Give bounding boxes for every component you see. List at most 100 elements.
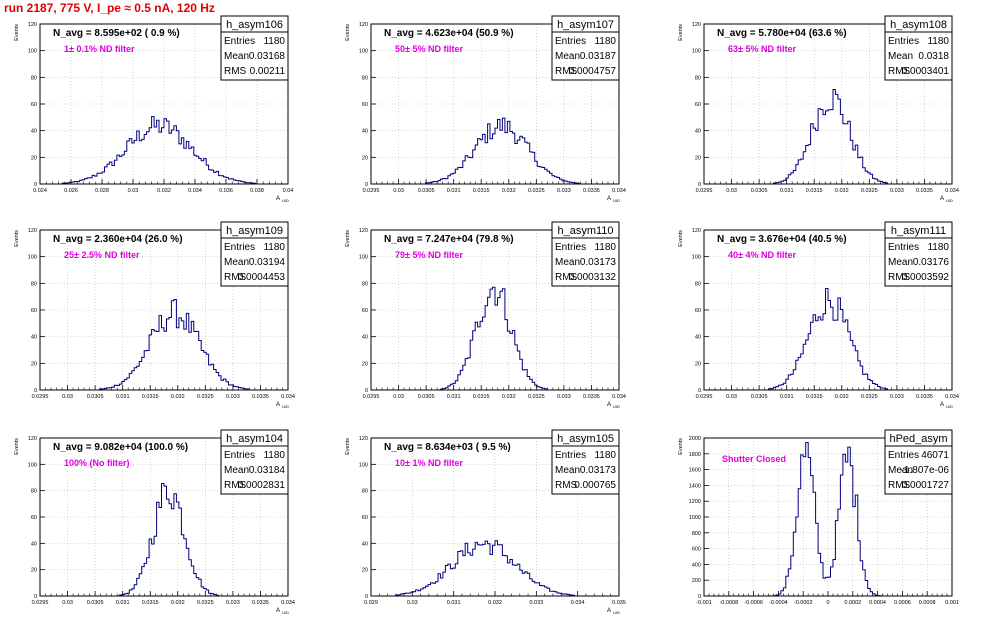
y-tick-label: 400 [692,562,701,568]
x-tick-label: -0.0004 [769,600,788,606]
histogram-panel-h_asym111: 0.0295 0.03 0.0305 0.031 0.0315 0.032 0.0325 0.… [678,221,959,409]
x-tick-label: 0.0305 [87,600,104,606]
stats-label: Entries [555,450,586,461]
y-axis-title: Events [678,24,684,41]
x-tick-label: 0.032 [171,394,185,400]
y-tick-label: 1600 [689,468,701,474]
histogram-panel-h_asym104: 0.0295 0.03 0.0305 0.031 0.0315 0.032 0.0325 0.… [14,429,295,615]
stats-label: Mean [888,51,913,62]
y-tick-label: 60 [31,515,37,521]
stats-value: 1180 [927,242,949,253]
x-tick-label: 0.031 [780,188,794,194]
stats-value: 0.0003592 [902,272,950,283]
y-tick-label: 100 [359,49,368,55]
y-tick-label: 40 [362,129,368,135]
stats-box [551,237,620,287]
run-title: run 2187, 775 V, I_pe ≈ 0.5 nA, 120 Hz [4,1,215,15]
x-tick-label: 0.0325 [197,394,214,400]
stats-box [220,445,289,495]
filter-annotation: 40± 4% ND filter [728,250,796,260]
y-tick-label: 20 [695,361,701,367]
y-tick-label: 0 [365,388,368,394]
stats-label: Entries [888,36,919,47]
x-tick-label: 0.033 [226,600,240,606]
y-axis-title: Events [678,230,684,247]
y-axis-title: Events [14,24,20,41]
y-tick-label: 120 [28,228,37,234]
y-tick-label: 100 [28,255,37,261]
stats-value: 0.03194 [249,257,286,268]
x-tick-label: 0.033 [557,394,571,400]
y-tick-label: 0 [365,594,368,600]
x-tick-label: -0.0008 [719,600,738,606]
x-tick-label: 0.028 [95,188,109,194]
x-axis-title: A [276,196,280,202]
stats-box [884,31,953,81]
x-tick-label: 0.0305 [87,394,104,400]
stats-value: 0.03176 [913,257,950,268]
x-tick-label: 0.031 [116,394,130,400]
stats-label: RMS [224,66,247,77]
y-tick-label: 20 [695,155,701,161]
x-tick-label: -0.0006 [744,600,763,606]
y-tick-label: 120 [692,228,701,234]
x-tick-label: 0.03 [393,394,404,400]
x-tick-label: 0.03 [726,188,737,194]
y-tick-label: 60 [695,308,701,314]
y-tick-label: 60 [695,102,701,108]
navg-label: N_avg = 8.595e+02 ( 0.9 %) [53,28,180,39]
x-tick-label: 0.035 [612,600,626,606]
stats-label: Entries [555,242,586,253]
histogram-line [40,299,288,391]
y-tick-label: 120 [359,22,368,28]
x-tick-label: 0.029 [364,600,378,606]
x-tick-label: 0.03 [62,394,73,400]
x-tick-label: 0.032 [157,188,171,194]
x-tick-label: 0.0325 [528,394,545,400]
stats-label: RMS [224,480,247,491]
x-tick-label: 0.0295 [363,188,380,194]
x-tick-label: 0.032 [835,188,849,194]
y-tick-label: 40 [31,129,37,135]
x-axis-title: A [607,608,611,614]
x-tick-label: 0.0004 [869,600,886,606]
x-tick-label: 0.033 [557,188,571,194]
stats-value: 46071 [921,450,949,461]
x-axis-title-subscript: UID [946,198,953,203]
x-tick-label: 0.0325 [861,394,878,400]
stats-value: 0.0003401 [902,66,950,77]
x-axis-title-subscript: UID [613,610,620,615]
stats-label: RMS [888,66,911,77]
x-tick-label: 0.033 [226,394,240,400]
stats-value: 0.0001727 [902,480,950,491]
x-tick-label: 0.0315 [806,394,823,400]
y-tick-label: 120 [28,22,37,28]
x-tick-label: 0.0295 [363,394,380,400]
stats-title: h_asym108 [890,19,947,31]
filter-annotation: 79± 5% ND filter [395,250,463,260]
x-tick-label: 0.034 [945,394,959,400]
stats-value: 1180 [927,36,949,47]
y-axis-title: Events [14,230,20,247]
filter-annotation: 100% (No filter) [64,458,130,468]
stats-label: RMS [888,272,911,283]
stats-box [551,31,620,81]
y-tick-label: 40 [695,129,701,135]
x-tick-label: 0.0305 [751,394,768,400]
x-tick-label: 0.034 [945,188,959,194]
histogram-line [371,286,619,391]
x-tick-label: 0.034 [281,394,295,400]
x-tick-label: 0.024 [33,188,47,194]
y-tick-label: 100 [359,255,368,261]
y-tick-label: 0 [365,182,368,188]
x-tick-label: 0.031 [447,188,461,194]
x-tick-label: 0.0008 [919,600,936,606]
stats-title: h_asym106 [226,19,283,31]
stats-title: h_asym110 [557,225,613,237]
y-tick-label: 40 [31,335,37,341]
stats-title: h_asym109 [226,225,283,237]
x-tick-label: 0.031 [116,600,130,606]
stats-label: Mean [555,257,580,268]
stats-box [884,445,953,495]
